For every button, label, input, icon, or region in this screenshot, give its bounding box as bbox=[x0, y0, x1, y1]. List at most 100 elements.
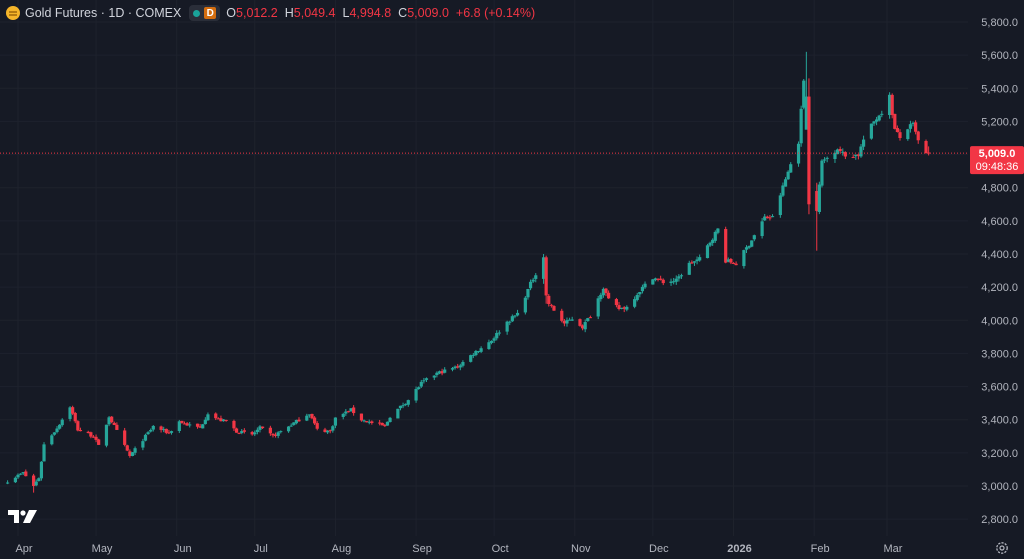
x-tick-label: Feb bbox=[811, 543, 830, 555]
close-label: C bbox=[398, 6, 408, 20]
candle bbox=[195, 423, 200, 429]
y-tick-label: 4,600.0 bbox=[981, 216, 1018, 228]
candle bbox=[760, 218, 764, 239]
candle-body bbox=[110, 416, 114, 423]
candle-body bbox=[240, 431, 244, 434]
candle-body bbox=[242, 430, 246, 432]
candle-body bbox=[378, 422, 382, 424]
candle bbox=[601, 287, 606, 298]
market-status-pill[interactable]: D bbox=[189, 5, 221, 21]
candle bbox=[313, 416, 317, 425]
symbol-legend[interactable]: Gold Futures · 1D · COMEX D O5,012.2 H5,… bbox=[6, 4, 535, 22]
candle-body bbox=[713, 231, 717, 241]
candle bbox=[352, 405, 356, 416]
candle-body bbox=[146, 432, 150, 435]
candle-body bbox=[659, 278, 663, 280]
candle bbox=[404, 403, 408, 407]
price-axis[interactable]: 2,800.0 3,000.0 3,200.0 3,400.0 3,600.0 3,800… bbox=[981, 17, 1018, 526]
candle bbox=[674, 275, 678, 285]
candle-body bbox=[344, 411, 348, 414]
candle bbox=[419, 379, 423, 388]
candle bbox=[242, 428, 246, 434]
candle-body bbox=[450, 368, 455, 370]
candle bbox=[716, 228, 720, 235]
candle-body bbox=[289, 425, 293, 427]
candle-body bbox=[437, 371, 442, 374]
candle bbox=[711, 238, 715, 246]
candle bbox=[307, 414, 312, 418]
candle bbox=[505, 320, 509, 335]
x-tick-label: 2026 bbox=[727, 543, 751, 555]
candle bbox=[547, 293, 551, 307]
candle bbox=[258, 425, 262, 433]
candle-body bbox=[404, 403, 408, 405]
candle-body bbox=[872, 121, 876, 124]
candle-body bbox=[37, 478, 41, 482]
high-value: 5,049.4 bbox=[293, 6, 336, 20]
candle-body bbox=[679, 275, 684, 277]
candle bbox=[765, 215, 769, 219]
candle bbox=[927, 146, 931, 156]
settings-gear-icon[interactable] bbox=[995, 541, 1009, 555]
candle bbox=[750, 240, 754, 248]
candle bbox=[799, 105, 803, 147]
candle-body bbox=[560, 310, 564, 321]
candle bbox=[471, 352, 475, 359]
candle-body bbox=[528, 281, 533, 289]
candle bbox=[297, 417, 301, 422]
candle-body bbox=[651, 279, 655, 285]
candle bbox=[437, 370, 442, 375]
candle bbox=[617, 301, 621, 311]
candle bbox=[60, 418, 64, 427]
candle bbox=[523, 296, 527, 315]
candle bbox=[359, 413, 364, 422]
candle-body bbox=[16, 474, 20, 478]
candle-body bbox=[638, 291, 642, 295]
candle-body bbox=[802, 80, 806, 108]
candle bbox=[895, 125, 900, 133]
candle-body bbox=[583, 322, 587, 330]
candle bbox=[110, 416, 114, 424]
candle-body bbox=[253, 432, 257, 435]
candle-body bbox=[279, 431, 283, 433]
candle-body bbox=[711, 239, 715, 244]
candle-body bbox=[705, 245, 710, 259]
candle bbox=[432, 375, 436, 381]
candle-body bbox=[414, 388, 418, 401]
candle-body bbox=[60, 419, 64, 426]
candle-body bbox=[752, 235, 756, 240]
candle bbox=[620, 307, 624, 310]
candle bbox=[690, 260, 694, 264]
candle bbox=[508, 320, 512, 326]
candle bbox=[68, 406, 72, 422]
y-tick-label: 5,600.0 bbox=[981, 50, 1018, 62]
candle bbox=[250, 430, 254, 436]
ohlc-values: O5,012.2 H5,049.4 L4,994.8 C5,009.0 bbox=[226, 6, 449, 20]
time-axis[interactable]: Apr May Jun Jul Aug Sep Oct Nov Dec 2026 Feb Mar bbox=[15, 543, 902, 555]
candle-body bbox=[432, 375, 436, 378]
candle-body bbox=[198, 426, 202, 428]
candle-body bbox=[763, 216, 767, 221]
candle-body bbox=[346, 411, 351, 413]
candle-body bbox=[73, 412, 77, 422]
candle-body bbox=[698, 257, 702, 261]
candle-body bbox=[310, 413, 314, 419]
candle-body bbox=[744, 247, 749, 250]
market-open-icon bbox=[193, 9, 201, 17]
candle bbox=[58, 424, 62, 430]
candle-body bbox=[729, 258, 733, 263]
candle-body bbox=[260, 426, 265, 429]
tradingview-logo-icon[interactable] bbox=[8, 508, 38, 524]
symbol-title[interactable]: Gold Futures · 1D · COMEX bbox=[25, 6, 182, 20]
candle-body bbox=[833, 152, 837, 160]
candle-body bbox=[562, 320, 566, 324]
candle-body bbox=[34, 481, 38, 486]
y-tick-label: 5,400.0 bbox=[981, 83, 1018, 95]
candle bbox=[528, 279, 533, 291]
candle bbox=[396, 408, 400, 419]
candle bbox=[406, 399, 410, 407]
candle bbox=[544, 255, 548, 304]
candle bbox=[310, 413, 314, 420]
candle-body bbox=[440, 371, 444, 374]
